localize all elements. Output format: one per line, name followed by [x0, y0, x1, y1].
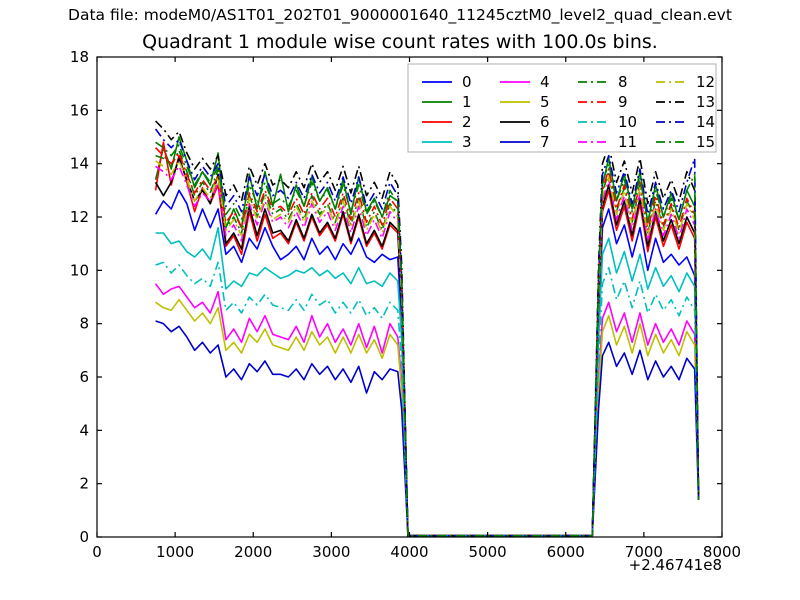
y-tick-label: 18 — [70, 48, 89, 66]
legend-label-5: 5 — [540, 93, 550, 111]
series-line-0 — [154, 189, 700, 537]
legend-label-3: 3 — [462, 133, 472, 151]
legend-label-15: 15 — [696, 133, 715, 151]
legend-label-9: 9 — [618, 93, 628, 111]
y-tick-label: 10 — [70, 261, 89, 279]
data-file-label: Data file: modeM0/AS1T01_202T01_90000016… — [68, 6, 732, 24]
legend-label-0: 0 — [462, 73, 472, 91]
data-lines-group — [154, 120, 700, 537]
y-tick-label: 6 — [79, 368, 89, 386]
legend-label-8: 8 — [618, 73, 628, 91]
x-tick-label: 3000 — [312, 543, 350, 561]
x-axis-offset-label: +2.46741e8 — [628, 556, 722, 574]
series-line-12 — [155, 160, 700, 537]
legend-label-6: 6 — [540, 113, 550, 131]
series-line-7 — [155, 320, 700, 537]
series-line-9 — [155, 147, 700, 537]
legend-label-4: 4 — [540, 73, 550, 91]
series-line-15 — [155, 141, 700, 537]
x-tick-label: 7000 — [625, 543, 663, 561]
x-tick-label: 4000 — [390, 543, 428, 561]
y-tick-label: 0 — [79, 528, 89, 546]
series-line-5 — [155, 298, 700, 537]
legend-label-11: 11 — [618, 133, 637, 151]
legend-label-2: 2 — [462, 113, 472, 131]
series-line-4 — [154, 283, 700, 537]
legend-label-1: 1 — [462, 93, 472, 111]
legend-label-14: 14 — [696, 113, 715, 131]
y-tick-label: 4 — [79, 421, 89, 439]
y-tick-label: 14 — [70, 155, 89, 173]
y-tick-label: 8 — [79, 315, 89, 333]
series-line-11 — [155, 165, 700, 537]
x-tick-label: 8000 — [703, 543, 741, 561]
y-tick-label: 16 — [70, 101, 89, 119]
y-tick-label: 12 — [70, 208, 89, 226]
series-line-3 — [155, 226, 700, 537]
chart-title: Quadrant 1 module wise count rates with … — [142, 31, 658, 53]
y-tick-label: 2 — [79, 475, 89, 493]
x-tick-label: 0 — [92, 543, 102, 561]
x-tick-label: 6000 — [547, 543, 585, 561]
legend-label-13: 13 — [696, 93, 715, 111]
legend-label-10: 10 — [618, 113, 637, 131]
legend-label-12: 12 — [696, 73, 715, 91]
x-tick-label: 2000 — [234, 543, 272, 561]
series-line-1 — [154, 136, 700, 537]
series-line-10 — [155, 261, 700, 537]
legend-box — [407, 63, 717, 153]
x-tick-label: 5000 — [469, 543, 507, 561]
legend-label-7: 7 — [540, 133, 550, 151]
x-tick-label: 1000 — [156, 543, 194, 561]
